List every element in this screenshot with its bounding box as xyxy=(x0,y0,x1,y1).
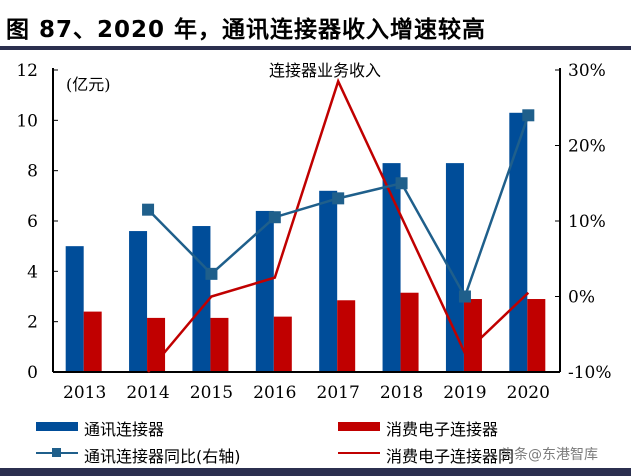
bar-consumer-2013 xyxy=(83,311,102,372)
x-tick-label-2014: 2014 xyxy=(126,383,169,403)
left-tick-label-2: 2 xyxy=(27,313,38,333)
marker-comm-yoy-1 xyxy=(205,267,218,280)
right-tick-label--10%: -10% xyxy=(568,363,612,383)
bar-comm-2013 xyxy=(65,246,84,372)
bar-comm-2014 xyxy=(129,231,148,372)
x-tick-label-2020: 2020 xyxy=(507,383,550,403)
left-tick-label-12: 12 xyxy=(16,61,38,81)
title-rule xyxy=(0,46,631,50)
marker-comm-yoy-5 xyxy=(458,290,471,303)
x-tick-label-2018: 2018 xyxy=(380,383,423,403)
left-tick-label-10: 10 xyxy=(16,111,38,131)
legend-marker-square-icon xyxy=(52,448,61,457)
right-tick-label-0%: 0% xyxy=(568,288,595,308)
right-tick-label-10%: 10% xyxy=(568,212,606,232)
bar-consumer-2018 xyxy=(400,292,419,372)
right-tick-label-20%: 20% xyxy=(568,137,606,157)
legend-label-consumer: 消费电子连接器 xyxy=(386,420,499,439)
marker-comm-yoy-0 xyxy=(142,203,155,216)
x-tick-label-2015: 2015 xyxy=(190,383,233,403)
x-tick-label-2013: 2013 xyxy=(63,383,106,403)
legend-line-consumer-yoy xyxy=(338,452,380,454)
left-tick-label-6: 6 xyxy=(27,212,38,232)
bar-consumer-2020 xyxy=(527,299,546,372)
bar-consumer-2019 xyxy=(463,299,482,372)
x-tick-label-2017: 2017 xyxy=(317,383,360,403)
bar-consumer-2016 xyxy=(273,316,292,372)
bar-comm-2016 xyxy=(255,210,274,372)
legend-swatch-consumer xyxy=(338,422,380,431)
bar-consumer-2015 xyxy=(210,317,229,372)
marker-comm-yoy-3 xyxy=(332,192,345,205)
marker-comm-yoy-4 xyxy=(395,177,408,190)
x-tick-label-2016: 2016 xyxy=(253,383,296,403)
left-tick-label-4: 4 xyxy=(27,262,38,282)
y-axis-unit-label: (亿元) xyxy=(66,75,111,94)
marker-comm-yoy-6 xyxy=(522,109,535,122)
chart-title: 连接器业务收入 xyxy=(269,61,381,80)
legend-label-comm: 通讯连接器 xyxy=(84,420,165,439)
left-tick-label-0: 0 xyxy=(27,363,38,383)
legend-label-consumer-yoy: 消费电子连接器同比(右轴) xyxy=(386,447,514,466)
marker-comm-yoy-2 xyxy=(268,211,281,224)
legend-swatch-comm xyxy=(36,422,78,431)
bar-comm-2018 xyxy=(382,163,401,372)
x-tick-label-2019: 2019 xyxy=(443,383,486,403)
legend-label-comm-yoy: 通讯连接器同比(右轴) xyxy=(84,447,241,466)
bottom-rule xyxy=(0,468,631,476)
right-tick-label-30%: 30% xyxy=(568,61,606,81)
watermark: 头条@东港智库 xyxy=(500,447,598,463)
bar-comm-2020 xyxy=(509,112,528,373)
line-consumer-yoy xyxy=(147,77,530,373)
bar-consumer-2017 xyxy=(337,300,356,372)
figure-title: 图 87、2020 年，通讯连接器收入增速较高 xyxy=(6,17,487,43)
left-tick-label-8: 8 xyxy=(27,162,38,182)
bar-comm-2015 xyxy=(192,226,211,372)
bar-comm-2017 xyxy=(319,190,338,372)
